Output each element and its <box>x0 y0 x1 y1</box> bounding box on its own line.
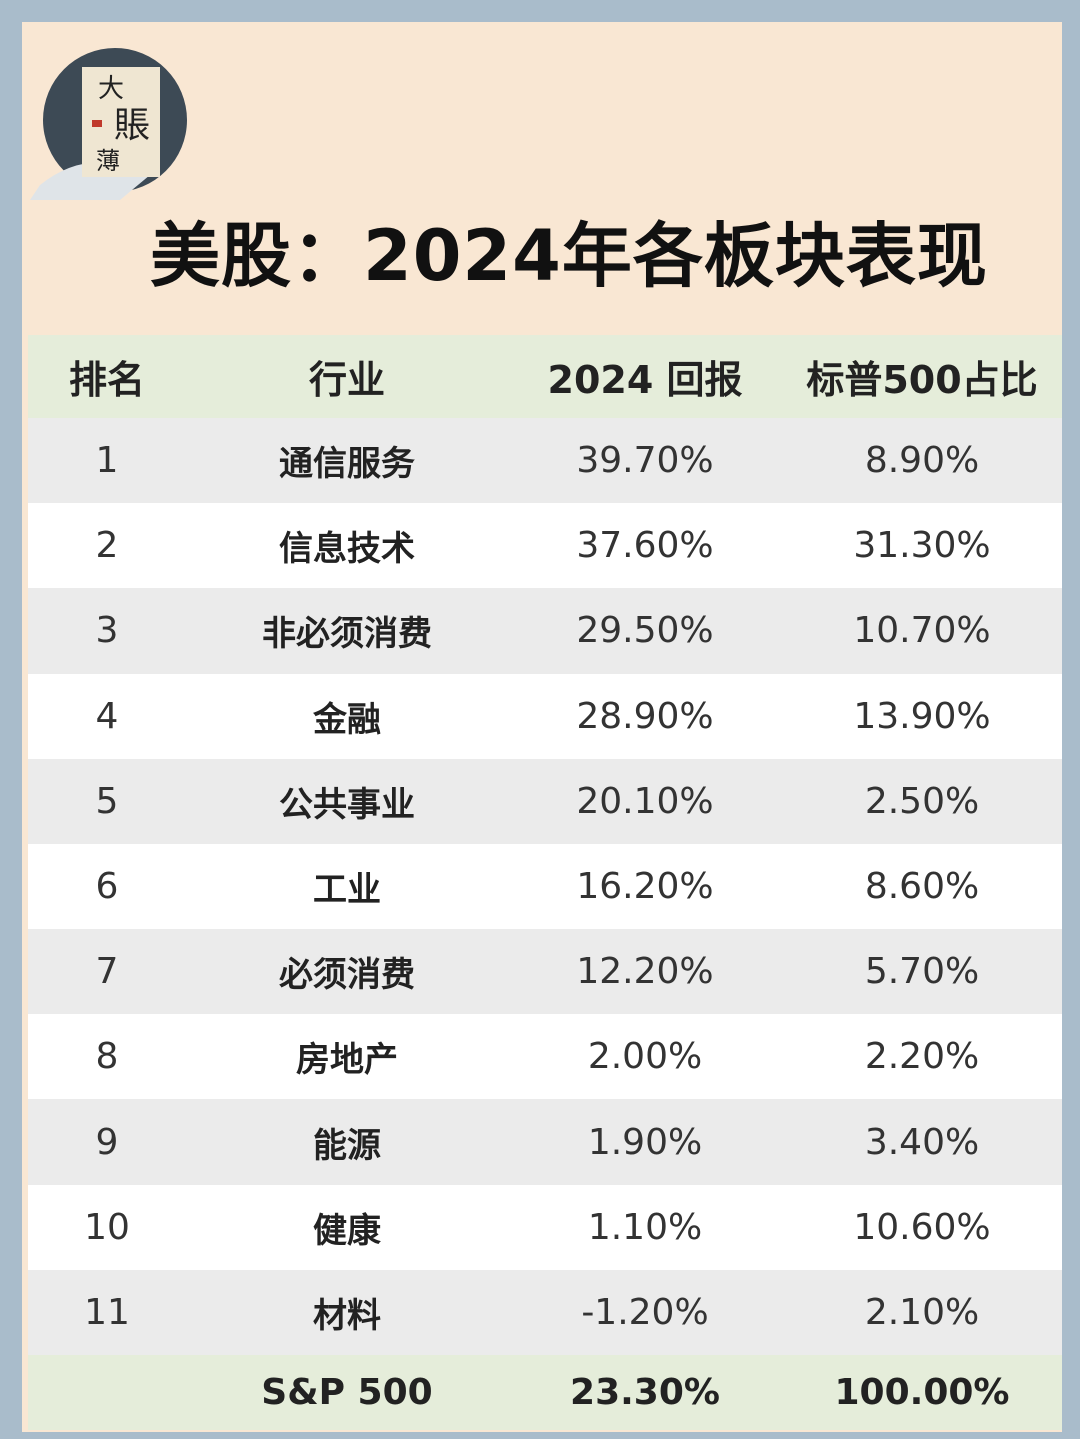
table-row <box>28 929 1062 1015</box>
table-row <box>28 673 1062 759</box>
table-cell: 100.00% <box>834 1372 1010 1413</box>
table-cell: 通信服务 <box>279 444 415 485</box>
table-cell: 3 <box>95 610 119 652</box>
table-cell: 排名 <box>68 358 145 402</box>
title: 美股：2024年各板块表现 <box>150 215 988 297</box>
table-cell: 非必须消费 <box>262 614 432 655</box>
table-cell: 6 <box>95 865 119 907</box>
table-cell: 8.90% <box>864 440 980 482</box>
table-cell: 5 <box>95 780 119 822</box>
table-cell: 行业 <box>308 358 385 402</box>
table-cell: 10.60% <box>853 1206 991 1248</box>
table-cell: 37.60% <box>576 525 714 567</box>
table-cell: 23.30% <box>570 1372 720 1413</box>
table-cell: 1 <box>95 440 119 482</box>
table-cell: 2024 回报 <box>547 358 743 402</box>
table-cell: 2 <box>95 525 119 567</box>
table-row <box>28 758 1062 844</box>
table-cell: 2.50% <box>864 780 980 822</box>
table-cell: 健康 <box>313 1210 381 1251</box>
table-cell: 20.10% <box>576 780 714 822</box>
logo-seal <box>92 120 102 127</box>
table-cell: 7 <box>95 951 119 993</box>
table-cell: 公共事业 <box>279 784 415 825</box>
table-cell: 16.20% <box>576 865 714 907</box>
table-cell: 8.60% <box>864 865 980 907</box>
table-cell: 28.90% <box>576 695 714 737</box>
table-cell: 标普500占比 <box>806 358 1038 402</box>
table-cell: -1.20% <box>581 1291 709 1333</box>
table-cell: 工业 <box>313 869 381 910</box>
table-row <box>28 503 1062 589</box>
table-cell: 2.10% <box>864 1291 980 1333</box>
table-cell: 能源 <box>313 1125 381 1166</box>
table-cell: 9 <box>95 1121 119 1163</box>
table-cell: 12.20% <box>576 951 714 993</box>
table-row <box>28 843 1062 930</box>
table-row <box>28 418 1062 504</box>
table-cell: 必须消费 <box>279 955 415 996</box>
table-row <box>28 1099 1062 1185</box>
table-cell: 39.70% <box>576 440 714 482</box>
table-cell: 29.50% <box>576 610 714 652</box>
table-cell: 1.90% <box>587 1121 703 1163</box>
table-cell: 2.20% <box>864 1036 980 1078</box>
table-cell: 材料 <box>313 1295 381 1336</box>
table-cell: 1.10% <box>587 1206 703 1248</box>
table-cell: 2.00% <box>587 1036 703 1078</box>
table-cell: 8 <box>95 1036 119 1078</box>
table-cell: 13.90% <box>853 695 991 737</box>
table-cell: 4 <box>95 695 119 737</box>
table-row <box>28 1269 1062 1355</box>
table-cell: 信息技术 <box>279 529 415 570</box>
table-cell: S&P 500 <box>261 1372 433 1413</box>
table-cell: 房地产 <box>296 1040 398 1081</box>
table-cell: 10 <box>84 1206 130 1248</box>
logo-char: 賬 <box>114 105 150 146</box>
table-row <box>28 1014 1062 1100</box>
table-row <box>28 588 1062 674</box>
logo-char: 薄 <box>96 147 120 175</box>
logo: 大 賬 薄 <box>30 48 187 200</box>
table-cell: 金融 <box>313 699 381 740</box>
table-cell: 10.70% <box>853 610 991 652</box>
table-cell: 11 <box>84 1291 130 1333</box>
table-row <box>28 1184 1062 1270</box>
total-row <box>28 1355 1062 1430</box>
logo-char: 大 <box>98 74 124 104</box>
header-row <box>28 335 1062 418</box>
table-cell: 5.70% <box>864 951 980 993</box>
table-cell: 31.30% <box>853 525 991 567</box>
table-cell: 3.40% <box>864 1121 980 1163</box>
